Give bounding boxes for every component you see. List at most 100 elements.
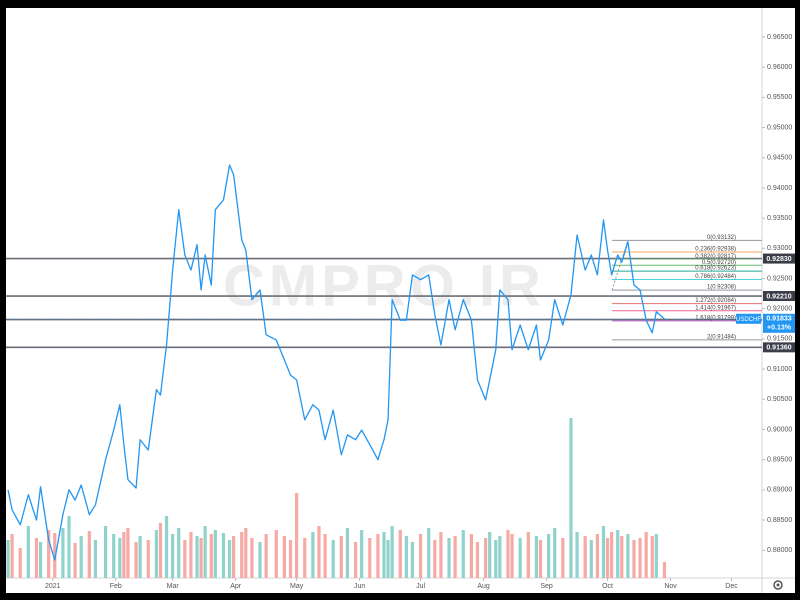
y-tick-label: 0.91500 bbox=[767, 336, 792, 343]
settings-icon[interactable] bbox=[773, 580, 783, 590]
volume-bar bbox=[244, 528, 248, 578]
y-tick-label: 0.94000 bbox=[767, 185, 792, 192]
volume-bar bbox=[382, 532, 386, 578]
level-label-box bbox=[763, 291, 795, 302]
settings-gear[interactable] bbox=[773, 580, 783, 590]
volume-bar bbox=[644, 532, 648, 578]
y-tick-label: 0.90500 bbox=[767, 396, 792, 403]
y-tick-label: 0.90000 bbox=[767, 426, 792, 433]
volume-bar bbox=[616, 530, 620, 578]
volume-bar bbox=[453, 536, 457, 578]
volume-bar bbox=[227, 540, 232, 578]
fib-label: 0.236(0.92938) bbox=[695, 247, 736, 253]
volume-bar bbox=[112, 534, 116, 578]
symbol-box bbox=[736, 313, 761, 324]
volume-bar bbox=[526, 532, 530, 578]
volume-bar bbox=[610, 532, 614, 578]
volume-bar bbox=[360, 530, 364, 578]
fib-label: 1.272(0.92084) bbox=[695, 298, 736, 304]
volume-bar bbox=[10, 534, 14, 578]
volume-bar bbox=[662, 562, 667, 578]
x-tick-label: Nov bbox=[664, 583, 677, 590]
x-tick-label: Sep bbox=[540, 583, 553, 590]
volume-bar bbox=[61, 528, 65, 578]
volume-bar bbox=[146, 540, 150, 578]
volume-bar bbox=[199, 538, 203, 578]
volume-bar bbox=[6, 540, 10, 578]
volume-bar bbox=[47, 530, 51, 578]
volume-bar bbox=[171, 534, 175, 578]
x-tick-label: Aug bbox=[477, 583, 490, 590]
level-label-box bbox=[763, 253, 795, 264]
volume-bar bbox=[317, 526, 321, 578]
volume-bar bbox=[274, 530, 278, 578]
volume-bar bbox=[427, 528, 431, 578]
settings-gear-center[interactable] bbox=[776, 583, 780, 587]
volume-bar bbox=[518, 538, 522, 578]
y-tick-label: 0.92000 bbox=[767, 306, 792, 313]
y-tick-label: 0.93500 bbox=[767, 215, 792, 222]
volume-bar bbox=[601, 526, 606, 578]
volume-bar bbox=[494, 540, 498, 578]
volume-bar bbox=[87, 531, 91, 578]
x-tick-label: Jun bbox=[354, 583, 365, 590]
volume-bar bbox=[461, 530, 465, 578]
volume-bar bbox=[213, 530, 217, 578]
volume-bar bbox=[626, 534, 630, 578]
volume-bar bbox=[250, 538, 254, 578]
volume-bar bbox=[469, 534, 473, 578]
change-label: +0.13% bbox=[767, 325, 792, 332]
x-tick-label: Dec bbox=[725, 583, 738, 590]
volume-bar bbox=[295, 493, 299, 578]
volume-bar bbox=[134, 542, 138, 578]
last-price-box bbox=[763, 313, 795, 333]
volume-bar bbox=[589, 540, 593, 578]
volume-bar bbox=[569, 418, 573, 578]
volume-bar bbox=[654, 534, 658, 578]
volume-bar bbox=[390, 526, 394, 578]
y-tick-label: 0.96500 bbox=[767, 34, 792, 41]
y-tick-label: 0.93000 bbox=[767, 245, 792, 252]
volume-bar bbox=[177, 528, 181, 578]
volume-bar bbox=[303, 538, 307, 578]
watermark: CMPRO.IR bbox=[223, 253, 545, 318]
volume-bar bbox=[353, 542, 358, 578]
fib-label: 2(0.91484) bbox=[707, 334, 736, 340]
volume-bar bbox=[323, 534, 327, 578]
volume-bar bbox=[158, 523, 163, 578]
volume-bar bbox=[195, 536, 199, 578]
volume-bar bbox=[258, 542, 262, 578]
x-tick-label: Jul bbox=[416, 583, 425, 590]
y-tick-label: 0.88500 bbox=[767, 517, 792, 524]
volume-bar bbox=[138, 536, 142, 578]
volume-bar bbox=[264, 534, 268, 578]
volume-bar bbox=[18, 548, 22, 578]
volume-bar bbox=[386, 540, 390, 578]
volume-bar bbox=[447, 538, 451, 578]
volume-bar bbox=[122, 532, 126, 578]
volume-bar bbox=[345, 528, 350, 578]
y-tick-label: 0.89500 bbox=[767, 456, 792, 463]
volume-bar bbox=[288, 540, 293, 578]
x-tick-label: Apr bbox=[230, 583, 242, 590]
volume-bar bbox=[433, 540, 437, 578]
x-tick-label: Feb bbox=[110, 583, 122, 590]
level-label: 0.91360 bbox=[766, 345, 791, 352]
x-tick-label: May bbox=[290, 583, 304, 590]
volume-bar bbox=[126, 528, 130, 578]
y-tick-label: 0.94500 bbox=[767, 155, 792, 162]
volume-bar bbox=[53, 533, 57, 578]
fib-label: 0.618(0.92623) bbox=[695, 266, 736, 272]
volume-bar bbox=[368, 538, 372, 578]
volume-bar bbox=[506, 530, 510, 578]
volume-bar bbox=[650, 536, 654, 578]
volume-bar bbox=[418, 534, 423, 578]
volume-bar bbox=[398, 530, 402, 578]
volume-bar bbox=[79, 536, 83, 578]
volume-bar bbox=[34, 538, 39, 578]
symbol-label: USDCHF bbox=[736, 317, 761, 323]
fib-label: 1.618(0.91799) bbox=[695, 315, 736, 321]
volume-bar bbox=[475, 542, 480, 578]
volume-bar bbox=[73, 543, 77, 578]
